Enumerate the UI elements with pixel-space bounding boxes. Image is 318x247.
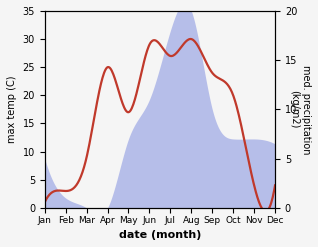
X-axis label: date (month): date (month) [119,230,201,240]
Y-axis label: max temp (C): max temp (C) [7,76,17,143]
Y-axis label: med. precipitation
(kg/m2): med. precipitation (kg/m2) [289,65,311,154]
